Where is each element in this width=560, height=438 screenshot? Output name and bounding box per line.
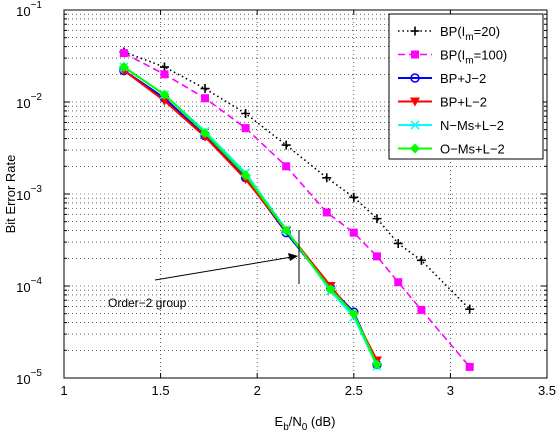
x-tick-label: 1.5 <box>152 383 170 398</box>
legend-label: O−Ms+L−2 <box>440 142 505 157</box>
data-point <box>200 128 211 139</box>
legend-entry: BP(Im=100) <box>398 48 507 67</box>
legend-entry: O−Ms+L−2 <box>398 142 505 157</box>
x-tick-label: 2 <box>254 383 261 398</box>
data-point <box>159 96 170 106</box>
axis-ticks <box>63 9 548 379</box>
data-point <box>160 70 169 79</box>
data-point <box>241 124 250 133</box>
x-axis-label: Eb/N0 (dB) <box>275 414 336 433</box>
series-line <box>123 66 378 366</box>
data-point <box>410 73 420 83</box>
data-point <box>393 238 403 248</box>
data-point <box>465 362 474 371</box>
data-point <box>410 26 420 36</box>
legend-label: BP+J−2 <box>440 71 486 86</box>
data-point <box>240 170 251 181</box>
data-point <box>322 173 332 183</box>
data-point <box>118 62 129 73</box>
annotation-arrow <box>154 256 293 281</box>
y-tick-labels: 10−5 10−4 10−3 10−2 10−1 <box>16 0 42 387</box>
series <box>119 47 475 314</box>
series-line <box>123 52 471 368</box>
data-point <box>410 143 420 154</box>
annotation-layer: Order−2 group <box>108 230 300 310</box>
data-point <box>282 162 291 171</box>
data-point <box>241 108 251 118</box>
y-tick-label: 10−3 <box>16 184 42 203</box>
data-point <box>201 94 210 103</box>
x-tick-label: 1 <box>60 383 67 398</box>
legend-entry: BP(Im=20) <box>398 24 500 43</box>
data-point <box>281 140 291 150</box>
legend-label: BP(Im=20) <box>440 24 500 43</box>
y-tick-label: 10−5 <box>16 368 42 387</box>
data-point <box>371 359 382 370</box>
series-layer <box>118 47 475 371</box>
series <box>118 62 382 370</box>
data-point <box>349 228 358 237</box>
legend-box <box>388 13 544 160</box>
grid <box>64 10 547 378</box>
data-point <box>394 278 403 287</box>
data-point <box>281 225 292 236</box>
annotation-text: Order−2 group <box>108 296 187 310</box>
legend-entry: BP+L−2 <box>398 95 487 110</box>
x-tick-label: 2.5 <box>345 383 363 398</box>
legend-entry: N−Ms+L−2 <box>398 118 504 133</box>
data-point <box>411 50 419 59</box>
data-point <box>348 308 359 319</box>
data-point <box>159 89 170 100</box>
legend-entry: BP+J−2 <box>398 71 486 86</box>
data-point <box>372 214 382 224</box>
x-tick-label: 3.5 <box>538 383 556 398</box>
legend-label: BP(Im=100) <box>440 48 507 67</box>
data-point <box>410 120 420 130</box>
legend-label: N−Ms+L−2 <box>440 118 504 133</box>
y-tick-label: 10−1 <box>16 0 42 19</box>
data-point <box>322 208 331 217</box>
annotation-arrowhead <box>288 253 298 261</box>
data-point <box>349 192 359 202</box>
y-tick-label: 10−2 <box>16 92 42 111</box>
legend-label: BP+L−2 <box>440 95 487 110</box>
data-point <box>119 49 128 58</box>
data-point <box>410 97 420 107</box>
series <box>119 49 474 371</box>
data-point <box>465 304 475 314</box>
x-tick-label: 3 <box>447 383 454 398</box>
legend: BP(Im=20) BP(Im=100) BP+J−2 BP+L−2 N−Ms+L−2 O… <box>388 13 544 160</box>
x-tick-labels: 1 1.5 2 2.5 3 3.5 <box>60 383 556 398</box>
data-point <box>417 305 426 314</box>
series-line <box>123 51 471 310</box>
data-point <box>416 255 426 265</box>
y-tick-label: 10−4 <box>16 276 42 295</box>
data-point <box>159 62 169 72</box>
data-point <box>325 284 336 295</box>
y-axis-label: Bit Error Rate <box>3 155 18 234</box>
data-point <box>200 84 210 94</box>
data-point <box>372 252 381 261</box>
